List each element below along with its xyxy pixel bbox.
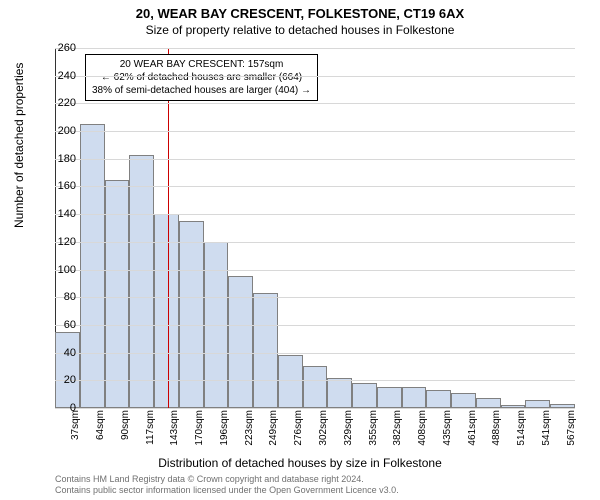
x-tick-label: 567sqm [566, 410, 577, 446]
x-tick-label: 514sqm [516, 410, 527, 446]
histogram-bar [426, 390, 451, 408]
bars-container [55, 48, 575, 408]
histogram-bar [55, 332, 80, 408]
annotation-box: 20 WEAR BAY CRESCENT: 157sqm ← 62% of de… [85, 54, 318, 101]
annotation-line-2: ← 62% of detached houses are smaller (66… [92, 71, 311, 84]
grid-line [55, 76, 575, 77]
grid-line [55, 131, 575, 132]
grid-line [55, 159, 575, 160]
y-tick-label: 80 [46, 291, 76, 303]
x-axis-label: Distribution of detached houses by size … [0, 456, 600, 470]
histogram-bar [352, 383, 377, 408]
histogram-bar [476, 398, 501, 408]
grid-line [55, 380, 575, 381]
y-tick-label: 140 [46, 208, 76, 220]
histogram-bar [129, 155, 154, 408]
annotation-line-3: 38% of semi-detached houses are larger (… [92, 84, 311, 97]
histogram-bar [451, 393, 476, 408]
x-tick-label: 461sqm [467, 410, 478, 446]
x-tick-label: 223sqm [244, 410, 255, 446]
histogram-bar [402, 387, 427, 408]
y-tick-label: 200 [46, 125, 76, 137]
grid-line [55, 408, 575, 409]
grid-line [55, 186, 575, 187]
histogram-bar [80, 124, 105, 408]
x-tick-label: 276sqm [293, 410, 304, 446]
y-tick-label: 260 [46, 42, 76, 54]
x-tick-label: 408sqm [417, 410, 428, 446]
x-tick-label: 249sqm [268, 410, 279, 446]
y-tick-label: 220 [46, 97, 76, 109]
x-tick-label: 435sqm [442, 410, 453, 446]
x-tick-label: 302sqm [318, 410, 329, 446]
footer: Contains HM Land Registry data © Crown c… [55, 474, 399, 496]
histogram-bar [525, 400, 550, 408]
grid-line [55, 297, 575, 298]
y-tick-label: 240 [46, 70, 76, 82]
y-tick-label: 100 [46, 264, 76, 276]
histogram-bar [228, 276, 253, 408]
x-tick-label: 541sqm [541, 410, 552, 446]
grid-line [55, 353, 575, 354]
marker-line [168, 48, 169, 408]
x-tick-label: 37sqm [70, 410, 81, 440]
page-title: 20, WEAR BAY CRESCENT, FOLKESTONE, CT19 … [0, 0, 600, 21]
x-tick-label: 64sqm [95, 410, 106, 440]
grid-line [55, 103, 575, 104]
histogram-bar [253, 293, 278, 408]
grid-line [55, 325, 575, 326]
histogram-bar [377, 387, 402, 408]
histogram-bar [303, 366, 328, 408]
histogram-bar [154, 214, 179, 408]
x-tick-label: 117sqm [145, 410, 156, 445]
annotation-line-1: 20 WEAR BAY CRESCENT: 157sqm [92, 58, 311, 71]
y-tick-label: 20 [46, 374, 76, 386]
x-tick-label: 329sqm [343, 410, 354, 446]
footer-line-1: Contains HM Land Registry data © Crown c… [55, 474, 399, 485]
x-tick-label: 170sqm [194, 410, 205, 446]
x-tick-label: 382sqm [392, 410, 403, 446]
footer-line-2: Contains public sector information licen… [55, 485, 399, 496]
x-tick-label: 143sqm [169, 410, 180, 446]
page-subtitle: Size of property relative to detached ho… [0, 21, 600, 37]
grid-line [55, 242, 575, 243]
y-tick-label: 180 [46, 153, 76, 165]
histogram-bar [327, 378, 352, 408]
x-tick-label: 196sqm [219, 410, 230, 446]
y-axis-label: Number of detached properties [12, 63, 26, 228]
histogram-bar [278, 355, 303, 408]
chart-area: 20 WEAR BAY CRESCENT: 157sqm ← 62% of de… [55, 48, 575, 408]
x-tick-label: 90sqm [120, 410, 131, 440]
y-tick-label: 120 [46, 236, 76, 248]
x-tick-label: 355sqm [368, 410, 379, 446]
y-tick-label: 40 [46, 347, 76, 359]
grid-line [55, 270, 575, 271]
y-tick-label: 160 [46, 180, 76, 192]
grid-line [55, 48, 575, 49]
y-tick-label: 60 [46, 319, 76, 331]
grid-line [55, 214, 575, 215]
x-tick-label: 488sqm [491, 410, 502, 446]
